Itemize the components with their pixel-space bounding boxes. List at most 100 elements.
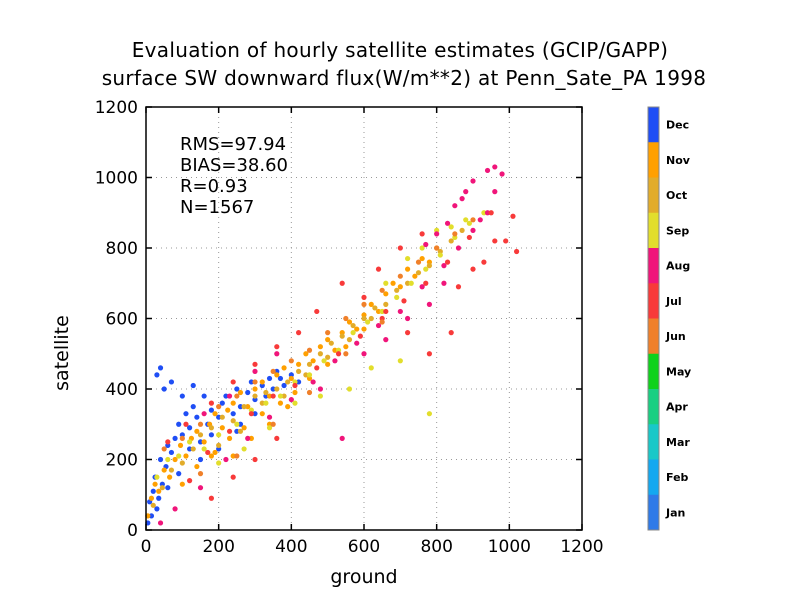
data-point-nov (266, 393, 273, 399)
data-point-aug (470, 227, 476, 233)
data-point-nov (332, 347, 338, 353)
data-point-jun (325, 330, 331, 336)
data-point-nov (419, 255, 425, 262)
data-point-aug (455, 245, 462, 251)
data-point-aug (157, 520, 164, 526)
data-point-jun (415, 259, 422, 265)
data-point-nov (172, 456, 178, 463)
data-point-jul (274, 344, 280, 350)
data-point-dec (190, 382, 196, 389)
data-point-nov (161, 467, 167, 473)
data-point-jul (230, 474, 236, 480)
data-point-sep (201, 446, 207, 452)
colorbar-label-sep: Sep (666, 224, 689, 237)
data-point-nov (325, 337, 331, 343)
data-point-sep (383, 280, 389, 286)
data-point-dec (183, 411, 189, 417)
y-tick-label: 1200 (95, 98, 138, 118)
data-point-sep (379, 308, 385, 315)
x-tick-label: 200 (202, 537, 234, 557)
x-tick-label: 1200 (560, 537, 603, 557)
data-point-oct (208, 425, 214, 431)
data-point-oct (339, 333, 345, 339)
data-point-dec (266, 375, 273, 382)
data-point-nov (281, 365, 287, 371)
data-point-dec (281, 382, 287, 389)
data-point-jul (205, 449, 211, 456)
data-point-sep (216, 460, 222, 466)
data-point-aug (274, 351, 280, 357)
data-point-jul (510, 213, 516, 219)
data-point-aug (434, 231, 440, 237)
data-point-nov (225, 407, 231, 413)
data-point-oct (259, 400, 265, 406)
data-point-aug (441, 263, 447, 269)
data-point-nov (397, 284, 403, 290)
data-point-oct (252, 393, 258, 399)
data-point-jul (270, 393, 276, 399)
data-point-aug (463, 189, 469, 195)
data-point-dec (176, 471, 182, 477)
data-point-aug (383, 337, 389, 343)
y-tick-label: 600 (106, 310, 138, 330)
data-point-sep (397, 358, 403, 364)
month-colorbar: Dec Nov Oct Sep Aug Jul Jun May Apr Mar Feb Jan (647, 106, 691, 531)
colorbar-swatch-nov (648, 142, 659, 178)
data-point-jun (179, 435, 185, 441)
data-point-nov (288, 375, 294, 382)
data-point-aug (245, 435, 251, 441)
data-point-jun (161, 446, 167, 452)
data-point-jul (274, 435, 280, 441)
data-point-dec (187, 446, 193, 452)
data-point-sep (317, 393, 323, 399)
x-tick-label: 800 (420, 537, 452, 557)
y-axis-label: satellite (51, 315, 73, 391)
data-point-sep (408, 280, 414, 286)
data-point-sep (448, 224, 454, 230)
data-point-oct (179, 460, 185, 466)
colorbar-swatch-jun (648, 318, 659, 355)
colorbar-frame (647, 106, 660, 531)
data-point-oct (285, 379, 291, 385)
data-point-oct (219, 414, 225, 420)
colorbar-label-feb: Feb (666, 471, 689, 484)
data-point-dec (216, 414, 222, 420)
data-point-nov (277, 400, 284, 406)
data-points (145, 164, 520, 526)
data-point-nov (226, 435, 233, 441)
data-point-nov (303, 351, 309, 357)
stat-rms: RMS=97.94 (180, 134, 286, 155)
data-point-sep (423, 266, 429, 272)
colorbar-label-mar: Mar (666, 436, 690, 449)
data-point-sep (346, 386, 353, 392)
data-point-dec (148, 513, 155, 519)
data-point-oct (296, 368, 302, 374)
stat-r: R=0.93 (180, 176, 248, 197)
data-point-sep (419, 245, 425, 251)
data-point-aug (423, 241, 429, 248)
data-point-aug (405, 315, 411, 322)
data-point-jul (481, 259, 487, 265)
data-point-sep (405, 255, 411, 262)
data-point-jul (423, 280, 429, 286)
data-point-jun (270, 368, 276, 374)
data-point-jul (248, 411, 254, 417)
data-point-jun (434, 245, 440, 251)
data-point-sep (463, 217, 469, 223)
data-point-aug (459, 196, 465, 202)
data-point-nov (194, 463, 200, 470)
data-point-jun (216, 404, 222, 410)
data-point-oct (274, 386, 280, 392)
data-point-jul (226, 428, 233, 434)
data-point-jun (288, 358, 294, 364)
data-point-jul (492, 238, 498, 244)
colorbar-label-jun: Jun (665, 330, 686, 343)
data-point-jun (361, 301, 367, 307)
data-point-jul (183, 421, 189, 427)
data-point-nov (361, 326, 367, 332)
data-point-oct (415, 270, 422, 276)
data-point-aug (361, 351, 367, 357)
axis-ticks: 0 200 400 600 800 1000 1200 0 200 400 600 800 1000 12… (95, 98, 604, 557)
data-point-nov (179, 481, 185, 487)
data-point-oct (237, 428, 244, 434)
